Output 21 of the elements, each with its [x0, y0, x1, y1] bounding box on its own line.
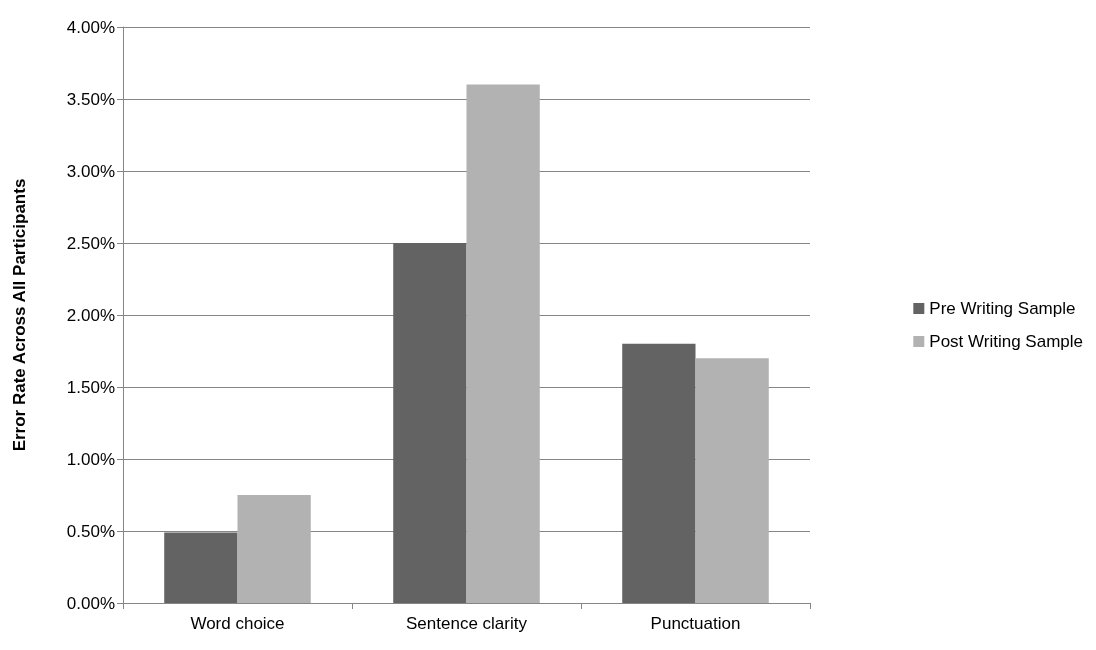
y-tick-label: 2.00% — [66, 305, 115, 325]
x-tick-label: Sentence clarity — [406, 614, 528, 633]
bar — [695, 358, 769, 603]
y-tick-label: 3.50% — [66, 89, 115, 109]
y-tick-label: 1.00% — [66, 449, 115, 469]
legend-label: Post Writing Sample — [929, 332, 1084, 351]
bar — [622, 343, 696, 603]
bar — [466, 84, 540, 603]
y-tick-label: 4.00% — [66, 17, 115, 37]
bar — [237, 495, 311, 603]
bar — [164, 532, 238, 603]
y-tick-label: 1.50% — [66, 377, 115, 397]
y-axis-title: Error Rate Across All Participants — [10, 178, 29, 452]
x-tick-label: Punctuation — [650, 614, 741, 633]
legend-label: Pre Writing Sample — [929, 299, 1076, 318]
y-tick-label: 0.50% — [66, 521, 115, 541]
y-tick-label: 3.00% — [66, 161, 115, 181]
bar — [393, 243, 467, 603]
y-tick-label: 2.50% — [66, 233, 115, 253]
y-tick-label: 0.00% — [66, 593, 115, 613]
x-tick-label: Word choice — [190, 614, 285, 633]
